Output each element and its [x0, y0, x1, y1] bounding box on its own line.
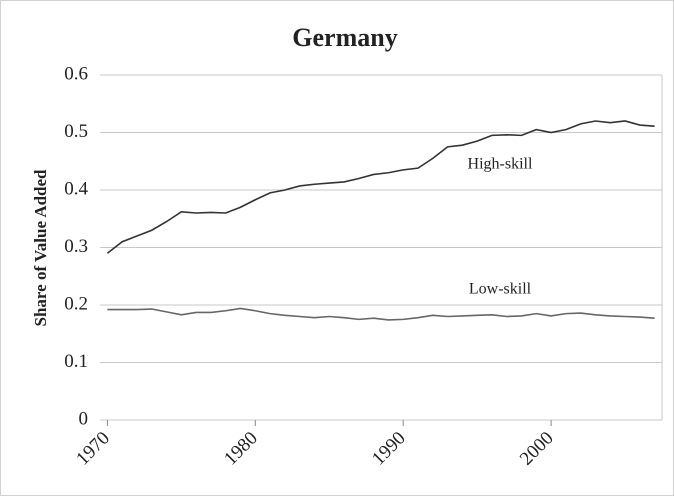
y-tick-label: 0 [79, 408, 89, 429]
series-label: High-skill [468, 156, 533, 173]
line-series [107, 307, 655, 321]
chart-title: Germany [292, 23, 397, 52]
series-label: Low-skill [469, 281, 532, 298]
line-series [106, 120, 655, 254]
y-axis-label: Share of Value Added [31, 169, 50, 327]
y-tick-label: 0.6 [64, 63, 88, 84]
y-tick-label: 0.1 [64, 351, 88, 372]
y-tick-label: 0.2 [64, 293, 88, 314]
y-tick-label: 0.4 [64, 178, 88, 199]
y-tick-label: 0.5 [64, 121, 88, 142]
y-tick-label: 0.3 [64, 236, 88, 257]
